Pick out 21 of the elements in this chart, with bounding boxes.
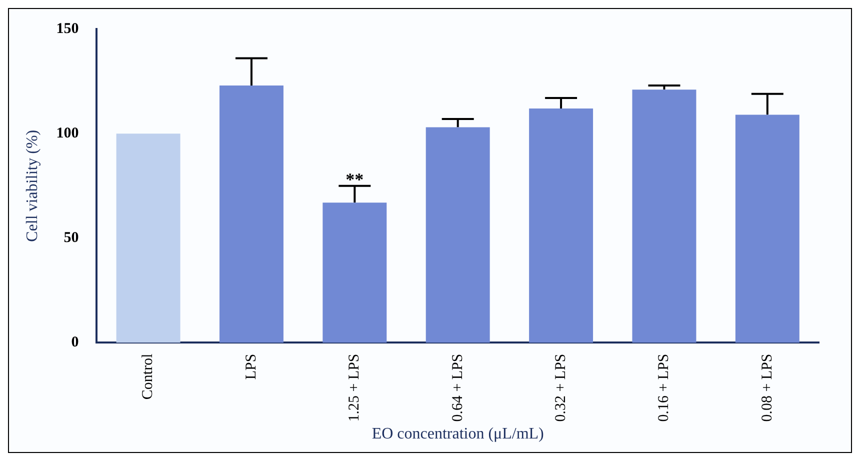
annotation: ** [346,169,364,190]
bar [116,134,180,343]
y-tick-label: 150 [56,20,79,37]
y-axis-title: Cell viability (%) [24,130,41,242]
bar [735,114,800,343]
x-tick-label: 0.64 + LPS [450,354,466,422]
bar [322,202,387,343]
x-axis-title: EO concentration (μL/mL) [372,426,544,443]
y-tick-label: 50 [64,230,79,246]
bar [529,108,594,343]
x-tick-label: Control [140,354,156,400]
x-tick-label: LPS [243,354,260,380]
x-tick-label: 1.25 + LPS [346,354,363,422]
y-tick-label: 0 [71,334,79,351]
bar [632,90,696,343]
x-tick-label: 0.16 + LPS [656,354,672,422]
x-tick-label: 0.32 + LPS [552,354,569,422]
bar [219,85,284,343]
y-tick-label: 100 [56,125,79,142]
bar [426,127,490,343]
x-tick-label: 0.08 + LPS [759,354,776,422]
